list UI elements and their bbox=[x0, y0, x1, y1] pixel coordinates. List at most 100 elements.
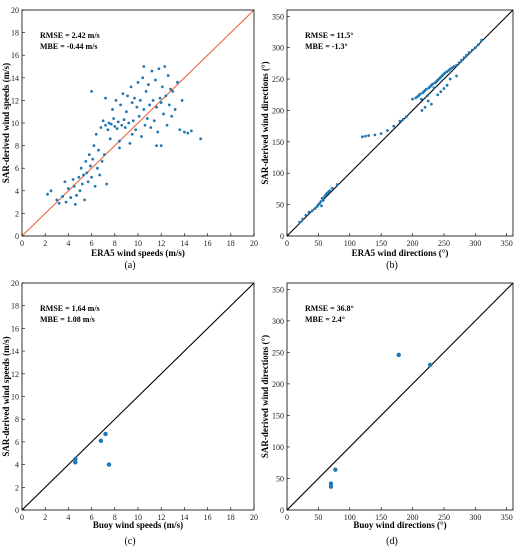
data-point bbox=[455, 74, 458, 78]
data-point bbox=[320, 204, 323, 208]
data-point bbox=[423, 105, 427, 109]
data-point bbox=[304, 213, 308, 217]
data-point bbox=[61, 195, 64, 198]
data-point bbox=[162, 112, 165, 116]
x-tick-label: 14 bbox=[180, 513, 188, 522]
data-point bbox=[310, 209, 314, 213]
data-point bbox=[90, 175, 93, 179]
x-tick-label: 150 bbox=[375, 239, 387, 248]
data-point bbox=[137, 114, 141, 118]
y-tick-label: 16 bbox=[11, 324, 19, 333]
data-point bbox=[136, 80, 140, 84]
data-point bbox=[424, 87, 428, 91]
data-point bbox=[171, 89, 175, 93]
panel-caption: (a) bbox=[124, 260, 135, 271]
data-point bbox=[328, 189, 332, 193]
x-axis-label: ERA5 wind speeds (m/s) bbox=[91, 248, 185, 258]
x-axis-label: Buoy wind speeds (m/s) bbox=[93, 520, 183, 530]
x-tick-label: 8 bbox=[113, 513, 117, 522]
data-point bbox=[467, 51, 471, 55]
panel-caption: (b) bbox=[386, 260, 398, 271]
x-tick-label: 0 bbox=[20, 513, 24, 522]
data-point bbox=[157, 67, 161, 71]
x-tick-label: 0 bbox=[285, 239, 289, 248]
data-point bbox=[114, 99, 118, 102]
data-point bbox=[106, 128, 110, 132]
data-point bbox=[73, 460, 78, 465]
data-point bbox=[373, 133, 377, 137]
x-tick-label: 350 bbox=[501, 513, 513, 522]
y-tick-label: 50 bbox=[276, 201, 284, 210]
data-point bbox=[154, 78, 157, 82]
x-tick-label: 250 bbox=[438, 239, 450, 248]
identity-line bbox=[286, 282, 514, 511]
data-point bbox=[163, 65, 167, 68]
stat-annotation: MBE = 1.08 m/s bbox=[40, 315, 95, 324]
x-tick-label: 12 bbox=[157, 239, 165, 248]
data-point bbox=[322, 198, 325, 202]
x-axis-label: ERA5 wind directions (°) bbox=[352, 248, 449, 258]
y-tick-label: 200 bbox=[272, 106, 284, 115]
x-tick-label: 200 bbox=[407, 513, 419, 522]
data-point bbox=[186, 131, 190, 135]
data-point bbox=[133, 96, 136, 100]
x-tick-label: 6 bbox=[90, 513, 94, 522]
panel-d: 0 50 100 150 200 250 300 350 0 50 100 150 200 250 300 3… bbox=[260, 282, 514, 547]
data-point bbox=[83, 198, 87, 202]
data-point bbox=[94, 132, 98, 136]
y-tick-label: 18 bbox=[11, 29, 19, 38]
data-point bbox=[87, 153, 91, 157]
data-point bbox=[100, 160, 104, 163]
data-point bbox=[398, 119, 402, 123]
data-point bbox=[307, 210, 311, 214]
data-point bbox=[142, 65, 146, 68]
data-point bbox=[148, 103, 152, 107]
x-tick-label: 100 bbox=[344, 239, 356, 248]
data-point bbox=[138, 99, 142, 102]
data-point bbox=[156, 130, 160, 134]
data-point bbox=[104, 123, 107, 127]
data-point bbox=[158, 96, 162, 100]
data-point bbox=[176, 80, 179, 84]
data-point bbox=[134, 128, 138, 132]
data-point bbox=[199, 137, 203, 141]
data-point bbox=[140, 135, 143, 138]
data-point bbox=[77, 175, 81, 179]
data-point bbox=[298, 220, 301, 224]
data-point bbox=[104, 96, 107, 100]
data-point bbox=[116, 120, 120, 124]
data-point bbox=[118, 139, 121, 143]
data-point bbox=[386, 129, 389, 132]
data-point bbox=[301, 217, 305, 221]
data-point bbox=[126, 94, 129, 98]
data-point bbox=[144, 89, 148, 93]
data-point bbox=[71, 178, 75, 181]
data-point bbox=[328, 484, 334, 489]
y-tick-label: 12 bbox=[11, 370, 19, 379]
data-point bbox=[426, 99, 430, 103]
data-point bbox=[119, 103, 122, 107]
data-point bbox=[75, 193, 78, 197]
data-point bbox=[178, 128, 182, 132]
stat-annotation: RMSE = 11.5° bbox=[305, 31, 353, 40]
stat-annotation: RMSE = 1.64 m/s bbox=[40, 304, 100, 313]
x-tick-label: 18 bbox=[227, 513, 235, 522]
panel-c: 0 2 4 6 8 10 12 14 16 18 20 0 2 4 6 8 10 12 14 16 18 20 Buoy w… bbox=[1, 279, 258, 547]
data-point bbox=[427, 362, 433, 368]
data-point bbox=[445, 83, 449, 87]
data-point bbox=[159, 101, 163, 105]
data-point bbox=[404, 115, 408, 119]
data-point bbox=[63, 180, 67, 184]
data-point bbox=[121, 92, 125, 96]
data-point bbox=[73, 202, 77, 206]
data-point bbox=[80, 182, 84, 186]
y-tick-label: 8 bbox=[15, 415, 19, 424]
data-point bbox=[73, 456, 78, 462]
data-point bbox=[103, 431, 108, 437]
data-point bbox=[118, 146, 121, 150]
stat-annotation: MBE = -1.3° bbox=[305, 42, 348, 51]
x-tick-label: 300 bbox=[469, 513, 481, 522]
data-point bbox=[131, 119, 135, 123]
data-point bbox=[170, 114, 174, 118]
data-point bbox=[335, 183, 339, 186]
